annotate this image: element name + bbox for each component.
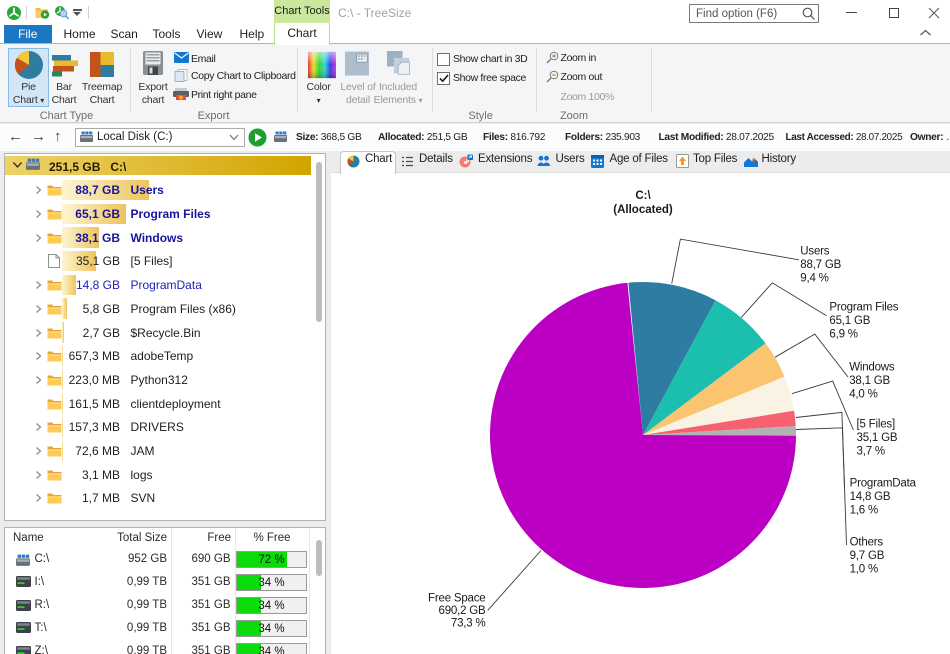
svg-text:9,7 GB: 9,7 GB: [850, 550, 885, 562]
svg-text:Others: Others: [850, 537, 884, 549]
svg-text:Program Files: Program Files: [829, 302, 898, 314]
svg-text:Users: Users: [800, 246, 829, 258]
svg-text:73,3 %: 73,3 %: [451, 618, 486, 630]
svg-text:35,1 GB: 35,1 GB: [857, 432, 898, 444]
svg-text:Free Space: Free Space: [428, 593, 485, 605]
svg-text:9,4 %: 9,4 %: [800, 273, 828, 285]
svg-text:(Allocated): (Allocated): [613, 204, 673, 216]
svg-text:3,7 %: 3,7 %: [857, 446, 885, 458]
svg-text:[5 Files]: [5 Files]: [857, 419, 895, 431]
svg-text:ProgramData: ProgramData: [850, 478, 917, 490]
svg-text:88,7 GB: 88,7 GB: [800, 259, 841, 271]
svg-text:C:\: C:\: [635, 190, 651, 202]
svg-text:65,1 GB: 65,1 GB: [829, 315, 870, 327]
svg-text:38,1 GB: 38,1 GB: [849, 375, 890, 387]
svg-text:1,6 %: 1,6 %: [850, 505, 878, 517]
svg-text:14,8 GB: 14,8 GB: [850, 491, 891, 503]
svg-text:690,2 GB: 690,2 GB: [439, 605, 487, 617]
svg-text:Windows: Windows: [849, 362, 895, 374]
svg-text:6,9 %: 6,9 %: [829, 329, 857, 341]
svg-text:1,0 %: 1,0 %: [850, 564, 878, 576]
svg-text:4,0 %: 4,0 %: [849, 389, 877, 401]
